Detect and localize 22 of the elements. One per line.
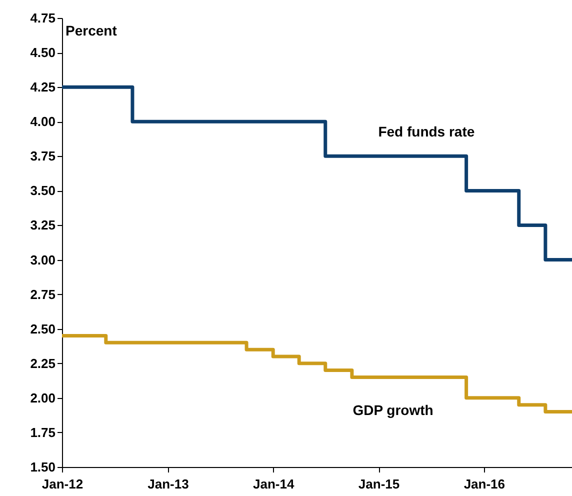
y-tick-label: 1.50 (30, 460, 56, 474)
y-tick-label: 3.00 (30, 252, 56, 268)
y-tick-label: 4.75 (30, 10, 56, 26)
series-label: GDP growth (352, 402, 434, 418)
y-tick-label: 3.25 (30, 218, 56, 233)
y-tick-label: 3.50 (30, 183, 56, 198)
y-tick-label: 2.75 (30, 286, 56, 302)
y-tick-label: 4.25 (30, 80, 56, 95)
y-tick-label: 2.00 (30, 390, 56, 406)
x-tick-label: Jan-12 (42, 476, 84, 492)
y-tick-label: 1.75 (30, 424, 56, 440)
y-tick-label: 3.75 (30, 148, 56, 164)
y-axis-title: Percent (66, 22, 118, 38)
x-tick-label: Jan-13 (148, 476, 189, 492)
y-tick-label: 4.50 (30, 45, 56, 60)
series-label: Fed funds rate (378, 123, 475, 140)
x-tick-label: Jan-15 (358, 476, 400, 492)
x-tick-label: Jan-14 (253, 476, 295, 492)
y-tick-label: 2.25 (30, 356, 56, 371)
y-tick-label: 4.00 (30, 114, 56, 130)
y-tick-label: 2.50 (30, 321, 56, 336)
x-tick-label: Jan-16 (464, 476, 506, 492)
